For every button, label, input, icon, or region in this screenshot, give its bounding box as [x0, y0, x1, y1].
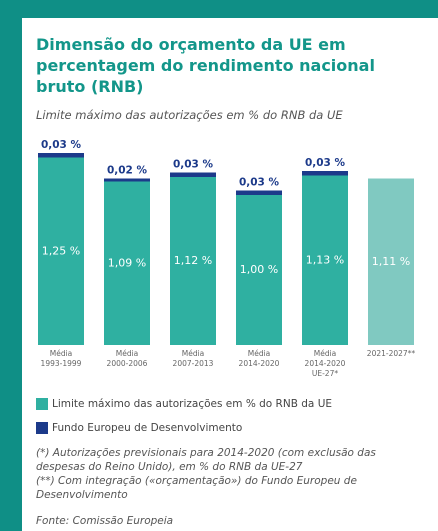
- bar-segment: [38, 153, 84, 158]
- value-label: 0,03 %: [239, 177, 280, 189]
- legend-label: Fundo Europeu de Desenvolvimento: [52, 422, 242, 434]
- x-tick-label: Média 2000-2006: [107, 349, 148, 368]
- bar-segment: [170, 177, 216, 345]
- bar-segment: [170, 172, 216, 177]
- value-label: 1,11 %: [372, 255, 410, 268]
- note: (**) Com integração («orçamentação») do …: [36, 475, 357, 501]
- notes: (*) Autorizações previsionais para 2014-…: [36, 446, 406, 502]
- x-tick-line: 2014-2020: [239, 359, 280, 368]
- x-tick-line: UE-27*: [312, 369, 338, 378]
- value-label: 0,03 %: [41, 139, 82, 151]
- value-label: 1,00 %: [240, 263, 278, 276]
- x-tick-line: Média: [314, 349, 337, 358]
- x-tick-line: Média: [50, 349, 73, 358]
- bar-segment: [302, 175, 348, 345]
- x-tick-line: Média: [116, 349, 139, 358]
- x-tick-label: 2021-2027**: [367, 349, 416, 358]
- chart-subtitle: Limite máximo das autorizações em % do R…: [36, 108, 343, 122]
- x-tick-line: 2007-2013: [173, 359, 214, 368]
- value-label: 0,03 %: [305, 157, 346, 169]
- x-tick-line: Média: [248, 349, 271, 358]
- x-tick-label: Média 1993-1999: [41, 349, 82, 368]
- x-tick-label: Média 2014-2020: [239, 349, 280, 368]
- x-tick-line: Média: [182, 349, 205, 358]
- legend-label: Limite máximo das autorizações em % do R…: [52, 398, 332, 410]
- value-label: 1,25 %: [42, 244, 80, 257]
- bar-segment: [104, 178, 150, 182]
- bar-segment: [104, 181, 150, 345]
- bar-segment: [368, 178, 414, 345]
- x-tick-line: 2000-2006: [107, 359, 148, 368]
- bar-segment: [302, 171, 348, 176]
- legend-swatch: [36, 422, 48, 434]
- bar-segment: [236, 195, 282, 345]
- bar-segment: [236, 190, 282, 195]
- legend-swatch: [36, 398, 48, 410]
- value-label: 1,13 %: [306, 253, 344, 266]
- source: Fonte: Comissão Europeia: [36, 515, 174, 527]
- value-label: 1,12 %: [174, 254, 212, 267]
- value-label: 0,03 %: [173, 159, 214, 171]
- value-label: 0,02 %: [107, 165, 148, 177]
- x-tick-label: Média 2007-2013: [173, 349, 214, 368]
- x-tick-label: Média 2014-2020 UE-27*: [305, 349, 346, 378]
- x-tick-line: 2014-2020: [305, 359, 346, 368]
- value-label: 1,09 %: [108, 256, 146, 269]
- x-tick-line: 1993-1999: [41, 359, 82, 368]
- note: (*) Autorizações previsionais para 2014-…: [36, 447, 376, 473]
- bar-segment: [38, 157, 84, 345]
- chart-title: Dimensão do orçamento da UE em percentag…: [36, 35, 375, 96]
